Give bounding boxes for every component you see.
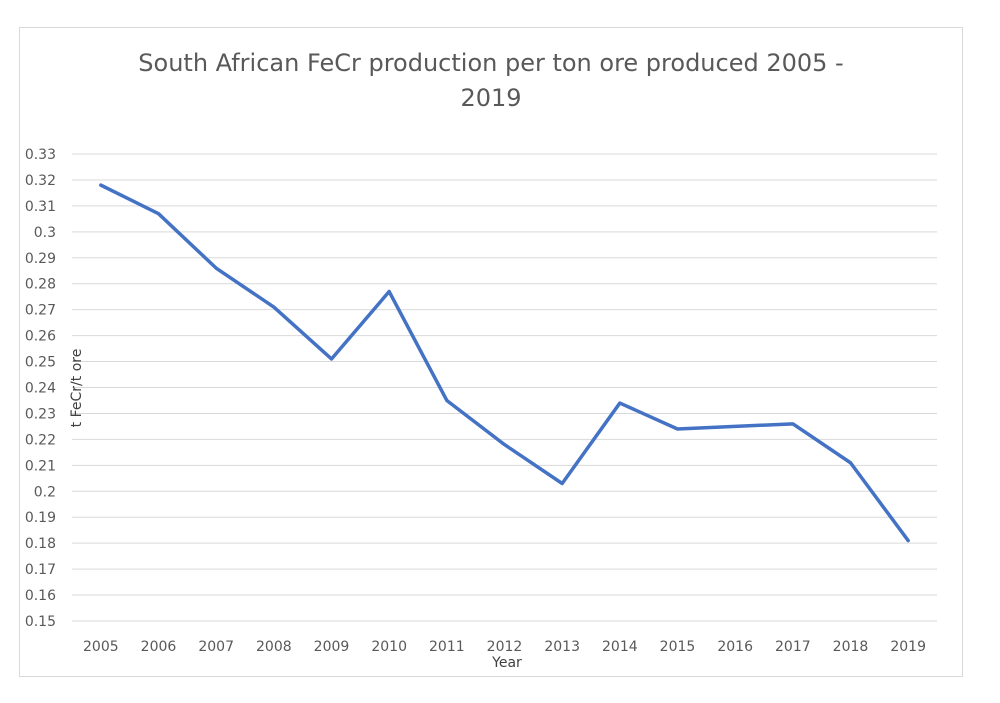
chart-title-line-2: 2019 — [460, 84, 521, 112]
data-point-2011 — [444, 397, 450, 403]
x-tick-label: 2007 — [198, 639, 234, 655]
x-tick-label: 2016 — [717, 639, 753, 655]
data-point-2014 — [617, 400, 623, 406]
x-tick-label: 2017 — [775, 639, 811, 655]
y-axis-ticks: 0.15 0.16 0.17 0.18 0.19 0.2 0.21 0.22 0.23 0.24 0… — [25, 147, 56, 630]
x-axis-label: Year — [491, 655, 522, 671]
y-tick-label: 0.2 — [34, 484, 56, 500]
data-point-2006 — [156, 211, 162, 217]
y-tick-label: 0.15 — [25, 614, 56, 630]
data-point-2013 — [559, 480, 565, 486]
data-point-2015 — [675, 426, 681, 432]
y-axis-label: t FeCr/t ore — [69, 349, 85, 428]
data-point-2010 — [386, 289, 392, 295]
y-tick-label: 0.19 — [25, 510, 56, 526]
data-point-2017 — [790, 421, 796, 427]
x-tick-label: 2005 — [83, 639, 119, 655]
data-point-2019 — [905, 538, 911, 544]
y-tick-label: 0.32 — [25, 173, 56, 189]
y-tick-label: 0.18 — [25, 536, 56, 552]
y-tick-label: 0.33 — [25, 147, 56, 163]
data-point-2005 — [98, 182, 104, 188]
data-point-2007 — [213, 265, 219, 271]
chart-title-line-1: South African FeCr production per ton or… — [138, 49, 843, 77]
series-line — [99, 183, 910, 543]
data-point-2016 — [732, 423, 738, 429]
x-tick-label: 2013 — [544, 639, 580, 655]
y-tick-label: 0.22 — [25, 432, 56, 448]
y-tick-label: 0.23 — [25, 406, 56, 422]
y-tick-label: 0.28 — [25, 277, 56, 293]
y-tick-label: 0.25 — [25, 355, 56, 371]
x-tick-label: 2012 — [487, 639, 523, 655]
y-tick-label: 0.29 — [25, 251, 56, 267]
x-tick-label: 2009 — [314, 639, 350, 655]
x-tick-label: 2015 — [660, 639, 696, 655]
x-axis-ticks: 2005 2006 2007 2008 2009 2010 2011 2012 2013 2014… — [83, 639, 926, 655]
y-tick-label: 0.31 — [25, 199, 56, 215]
y-tick-label: 0.17 — [25, 562, 56, 578]
y-tick-label: 0.3 — [34, 225, 56, 241]
x-tick-label: 2014 — [602, 639, 638, 655]
x-tick-label: 2019 — [890, 639, 926, 655]
y-tick-label: 0.16 — [25, 588, 56, 604]
x-tick-label: 2006 — [141, 639, 177, 655]
x-tick-label: 2018 — [833, 639, 869, 655]
x-tick-label: 2010 — [371, 639, 407, 655]
data-point-2018 — [848, 460, 854, 466]
x-tick-label: 2008 — [256, 639, 292, 655]
series-group — [98, 182, 911, 544]
y-tick-label: 0.27 — [25, 303, 56, 319]
data-point-2008 — [271, 304, 277, 310]
x-tick-label: 2011 — [429, 639, 465, 655]
gridlines — [72, 153, 937, 622]
y-tick-label: 0.21 — [25, 458, 56, 474]
data-point-2009 — [329, 356, 335, 362]
data-point-2012 — [502, 442, 508, 448]
y-tick-label: 0.24 — [25, 381, 56, 397]
y-tick-label: 0.26 — [25, 329, 56, 345]
